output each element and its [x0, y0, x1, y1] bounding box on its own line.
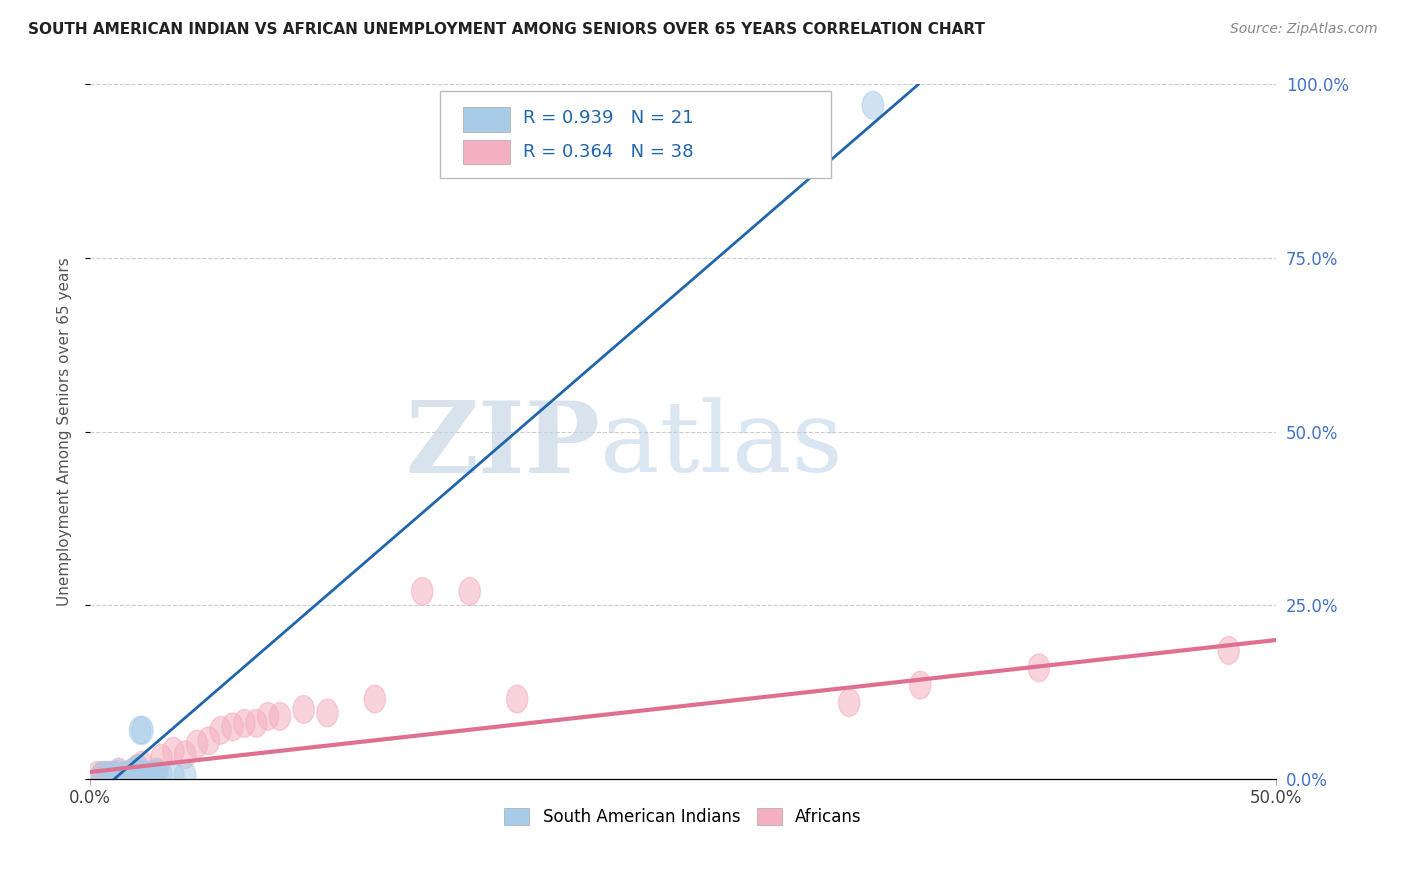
Ellipse shape — [115, 762, 136, 789]
Ellipse shape — [150, 762, 172, 789]
Ellipse shape — [108, 758, 129, 786]
Text: ZIP: ZIP — [405, 397, 600, 494]
Ellipse shape — [125, 758, 146, 786]
Ellipse shape — [127, 755, 149, 782]
Ellipse shape — [458, 577, 481, 606]
Ellipse shape — [222, 713, 243, 740]
Text: Source: ZipAtlas.com: Source: ZipAtlas.com — [1230, 22, 1378, 37]
Ellipse shape — [103, 762, 125, 789]
Ellipse shape — [127, 758, 149, 786]
Ellipse shape — [118, 762, 139, 789]
Ellipse shape — [91, 762, 112, 789]
Ellipse shape — [120, 762, 141, 789]
Y-axis label: Unemployment Among Seniors over 65 years: Unemployment Among Seniors over 65 years — [58, 257, 72, 606]
Ellipse shape — [364, 685, 385, 713]
Ellipse shape — [125, 756, 146, 784]
Ellipse shape — [246, 709, 267, 738]
Ellipse shape — [96, 762, 118, 789]
Ellipse shape — [122, 758, 143, 786]
Text: R = 0.364   N = 38: R = 0.364 N = 38 — [523, 144, 693, 161]
Ellipse shape — [108, 760, 129, 788]
Ellipse shape — [146, 759, 167, 788]
Ellipse shape — [94, 762, 115, 789]
Ellipse shape — [139, 762, 160, 789]
FancyBboxPatch shape — [463, 107, 510, 132]
Ellipse shape — [292, 696, 315, 723]
Ellipse shape — [132, 716, 153, 744]
Ellipse shape — [163, 762, 184, 789]
Ellipse shape — [91, 762, 112, 789]
Ellipse shape — [174, 740, 195, 769]
Ellipse shape — [143, 762, 165, 789]
Ellipse shape — [129, 716, 150, 744]
Ellipse shape — [506, 685, 527, 713]
Ellipse shape — [209, 716, 232, 744]
Ellipse shape — [1218, 637, 1239, 665]
Ellipse shape — [198, 727, 219, 755]
Ellipse shape — [98, 762, 120, 789]
Ellipse shape — [163, 738, 184, 765]
Ellipse shape — [103, 762, 125, 789]
Ellipse shape — [186, 731, 208, 758]
Ellipse shape — [87, 762, 108, 789]
Ellipse shape — [316, 699, 337, 727]
FancyBboxPatch shape — [463, 140, 510, 164]
Ellipse shape — [132, 751, 153, 779]
Ellipse shape — [838, 689, 860, 716]
Ellipse shape — [120, 762, 141, 789]
Legend: South American Indians, Africans: South American Indians, Africans — [498, 802, 869, 833]
Ellipse shape — [233, 709, 254, 738]
Ellipse shape — [412, 577, 433, 606]
Ellipse shape — [862, 91, 883, 120]
Ellipse shape — [257, 703, 278, 731]
Ellipse shape — [1028, 654, 1050, 681]
Ellipse shape — [122, 762, 143, 789]
Ellipse shape — [127, 755, 149, 782]
Ellipse shape — [150, 744, 172, 772]
Ellipse shape — [910, 672, 931, 699]
Ellipse shape — [139, 762, 160, 789]
Ellipse shape — [146, 758, 167, 786]
Ellipse shape — [118, 762, 139, 789]
Ellipse shape — [101, 762, 122, 789]
Text: SOUTH AMERICAN INDIAN VS AFRICAN UNEMPLOYMENT AMONG SENIORS OVER 65 YEARS CORREL: SOUTH AMERICAN INDIAN VS AFRICAN UNEMPLO… — [28, 22, 986, 37]
Ellipse shape — [98, 762, 120, 789]
Ellipse shape — [174, 762, 195, 789]
Ellipse shape — [139, 762, 160, 789]
Text: R = 0.939   N = 21: R = 0.939 N = 21 — [523, 109, 693, 127]
Ellipse shape — [270, 703, 291, 731]
FancyBboxPatch shape — [440, 91, 831, 178]
Text: atlas: atlas — [600, 398, 844, 493]
Ellipse shape — [115, 762, 136, 789]
